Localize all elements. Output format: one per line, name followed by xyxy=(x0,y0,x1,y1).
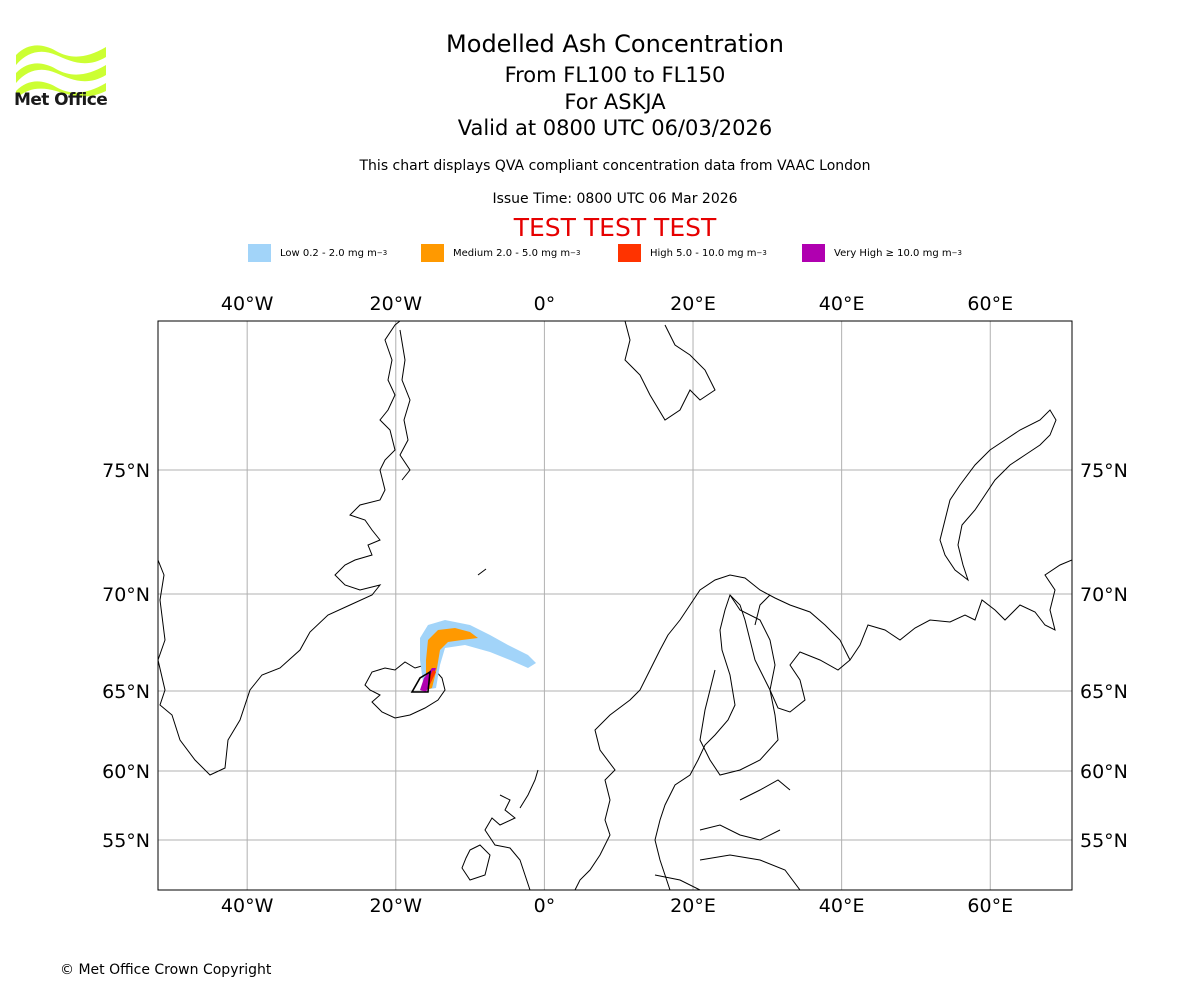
russia-north-coast xyxy=(849,559,1072,661)
valid-time: Valid at 0800 UTC 06/03/2026 xyxy=(457,116,773,140)
lon-tick-label-bottom: 40°W xyxy=(221,895,274,917)
lon-tick-label-bottom: 60°E xyxy=(967,895,1013,917)
map-frame xyxy=(157,320,1073,891)
lat-tick-label-right: 55°N xyxy=(1080,830,1128,852)
legend-label-low: Low 0.2 - 2.0 mg m xyxy=(280,247,377,259)
lat-tick-label-left: 65°N xyxy=(102,681,150,703)
legend-swatch-very-high xyxy=(802,244,825,262)
lon-tick-label-top: 40°E xyxy=(819,293,865,315)
lat-tick-label-right: 60°N xyxy=(1080,761,1128,783)
legend-label-high: High 5.0 - 10.0 mg m xyxy=(650,247,757,259)
scandinavia-coast xyxy=(574,574,851,890)
lon-tick-label-bottom: 40°E xyxy=(819,895,865,917)
legend-item-very-high: Very High ≥ 10.0 mg m −3 xyxy=(802,244,962,262)
lon-tick-label-bottom: 0° xyxy=(534,895,556,917)
legend-item-medium: Medium 2.0 - 5.0 mg m −3 xyxy=(421,244,580,262)
test-banner: TEST TEST TEST xyxy=(513,213,717,242)
lat-tick-label-right: 65°N xyxy=(1080,681,1128,703)
lat-tick-label-right: 75°N xyxy=(1080,460,1128,482)
flight-levels: From FL100 to FL150 xyxy=(504,63,726,87)
finland-coast xyxy=(699,594,779,776)
map-content xyxy=(158,321,1072,890)
svalbard-coast xyxy=(624,321,716,421)
lon-tick-label-top: 40°W xyxy=(221,293,274,315)
ash-high-region xyxy=(428,670,436,684)
legend-swatch-low xyxy=(248,244,271,262)
jan-mayen xyxy=(477,568,487,576)
greenland-coast xyxy=(158,321,401,776)
legend-label-very-high: Very High ≥ 10.0 mg m xyxy=(834,247,952,259)
lon-tick-label-top: 0° xyxy=(534,293,556,315)
lat-tick-label-left: 60°N xyxy=(102,761,150,783)
legend-item-low: Low 0.2 - 2.0 mg m −3 xyxy=(248,244,387,262)
lat-tick-label-left: 70°N xyxy=(102,584,150,606)
copyright: © Met Office Crown Copyright xyxy=(60,962,272,978)
legend: Low 0.2 - 2.0 mg m −3 Medium 2.0 - 5.0 mg… xyxy=(0,244,1200,264)
legend-swatch-high xyxy=(618,244,641,262)
greenland-east-islands xyxy=(399,329,411,481)
ash-medium-region xyxy=(426,628,478,690)
gridlines xyxy=(158,321,1072,890)
british-isles-coast xyxy=(461,769,539,890)
issue-time: Issue Time: 0800 UTC 06 Mar 2026 xyxy=(492,191,738,207)
lat-tick-label-right: 70°N xyxy=(1080,584,1128,606)
legend-swatch-medium xyxy=(421,244,444,262)
lat-tick-label-left: 55°N xyxy=(102,830,150,852)
lon-tick-label-bottom: 20°W xyxy=(370,895,423,917)
novaya-zemlya xyxy=(939,409,1057,582)
lat-tick-label-left: 75°N xyxy=(102,460,150,482)
lon-tick-label-top: 20°W xyxy=(370,293,423,315)
legend-label-medium: Medium 2.0 - 5.0 mg m xyxy=(453,247,571,259)
volcano-area-outline xyxy=(410,670,431,693)
europe-borders xyxy=(654,779,801,890)
volcano-name: For ASKJA xyxy=(564,90,666,114)
logo-wordmark: Met Office xyxy=(14,90,108,110)
legend-item-high: High 5.0 - 10.0 mg m −3 xyxy=(618,244,767,262)
compliance-note: This chart displays QVA compliant concen… xyxy=(359,158,871,174)
iceland-coast xyxy=(364,661,446,719)
chart-title: Modelled Ash Concentration xyxy=(446,30,784,58)
tick-labels: 40°W 40°W 20°W 20°W 0° 0° 20°E 20°E 40°E 40°E 60°E… xyxy=(102,293,1128,917)
lon-tick-label-top: 60°E xyxy=(967,293,1013,315)
met-office-logo xyxy=(16,45,106,99)
lon-tick-label-bottom: 20°E xyxy=(670,895,716,917)
lon-tick-label-top: 20°E xyxy=(670,293,716,315)
